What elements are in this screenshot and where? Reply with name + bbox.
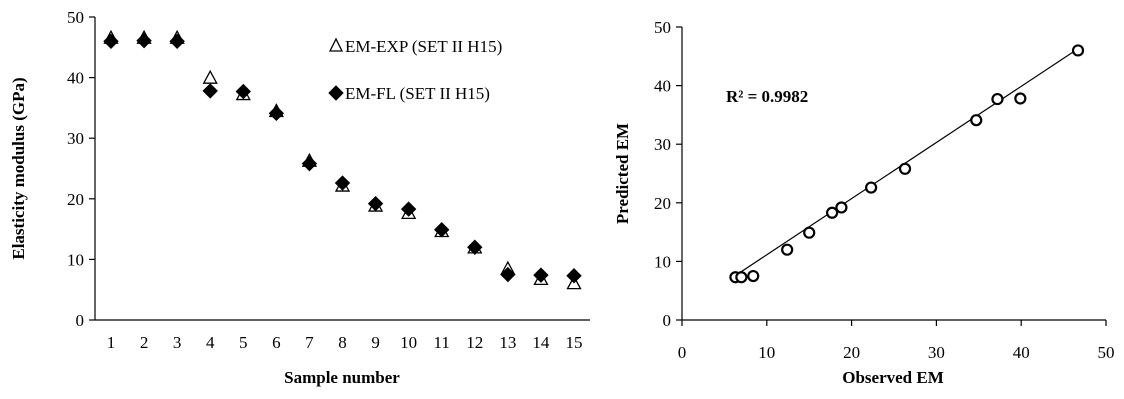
left-x-tick-label: 11 (434, 333, 450, 352)
left-x-tick-label: 6 (272, 333, 281, 352)
data-point-fl (169, 33, 185, 49)
data-point-fl (367, 195, 384, 212)
data-point-observed-predicted (1071, 44, 1085, 57)
data-point-observed-predicted (747, 269, 760, 283)
left-x-tick-label: 14 (532, 333, 550, 352)
legend-marker-fl (328, 85, 344, 101)
right-x-tick-label: 0 (678, 343, 687, 362)
right-y-tick-label: 30 (654, 135, 671, 154)
data-point-fl (467, 239, 483, 255)
right-y-tick-label: 10 (654, 252, 671, 271)
left-x-tick-label: 9 (371, 333, 380, 352)
right-x-tick-label: 40 (1013, 343, 1030, 362)
right-y-tick-label: 0 (663, 311, 672, 330)
left-y-tick-label: 50 (67, 8, 84, 27)
left-x-tick-label: 5 (239, 333, 248, 352)
data-point-fl (400, 201, 417, 217)
left-y-axis-label: Elasticity modulus (GPa) (9, 77, 28, 259)
right-x-axis-label: Observed EM (842, 368, 944, 387)
data-point-observed-predicted (781, 243, 794, 256)
data-point-exp (202, 69, 218, 84)
data-point-fl (500, 266, 516, 283)
data-point-fl (103, 33, 119, 49)
right-x-tick-label: 10 (758, 343, 775, 362)
legend-label-fl: EM-FL (SET II H15) (345, 84, 490, 103)
legend: EM-EXP (SET II H15) EM-FL (SET II H15) (328, 37, 502, 103)
left-x-tick-label: 8 (338, 333, 347, 352)
right-y-axis-label: Predicted EM (613, 123, 632, 224)
r-squared-annotation: R² = 0.9982 (726, 87, 808, 106)
left-x-tick-label: 4 (206, 333, 215, 352)
right-y-tick-label: 40 (654, 77, 671, 96)
right-y-tick-label: 20 (654, 194, 671, 213)
left-y-tick-label: 30 (67, 129, 84, 148)
right-x-tick-label: 30 (928, 343, 945, 362)
left-x-tick-label: 12 (466, 333, 483, 352)
right-y-tick-label: 50 (654, 18, 671, 37)
data-point-fl (136, 32, 152, 49)
left-x-tick-label: 2 (140, 333, 149, 352)
left-y-tick-label: 20 (67, 190, 84, 209)
legend-marker-exp (328, 37, 344, 52)
data-point-fl (301, 155, 318, 172)
left-x-tick-label: 1 (107, 333, 116, 352)
data-point-fl (235, 83, 251, 100)
data-point-observed-predicted (803, 226, 816, 239)
data-point-fl (202, 83, 218, 99)
left-y-tick-label: 40 (67, 69, 84, 88)
left-x-tick-label: 10 (400, 333, 417, 352)
data-point-fl (434, 221, 450, 238)
left-y-tick-label: 0 (76, 311, 85, 330)
data-point-fl (334, 175, 351, 191)
data-point-observed-predicted (898, 162, 912, 175)
left-y-tick-label: 10 (67, 250, 84, 269)
right-chart: 0 10 20 30 40 50 0 10 20 30 40 50 R² = 0.9982 Pred… (613, 18, 1115, 387)
data-point-observed-predicted (865, 181, 878, 194)
left-x-tick-label: 7 (305, 333, 314, 352)
legend-label-exp: EM-EXP (SET II H15) (345, 37, 502, 56)
data-point-observed-predicted (991, 92, 1004, 106)
data-point-observed-predicted (1014, 92, 1027, 105)
data-point-fl (566, 268, 582, 284)
left-x-tick-label: 13 (499, 333, 516, 352)
left-x-tick-label: 3 (173, 333, 182, 352)
data-point-fl (533, 267, 549, 283)
right-x-tick-label: 20 (843, 343, 860, 362)
data-point-observed-predicted (825, 206, 839, 219)
right-x-tick-label: 50 (1098, 343, 1115, 362)
data-point-observed-predicted (835, 201, 848, 214)
left-x-axis-label: Sample number (284, 368, 400, 387)
data-point-fl (268, 105, 285, 122)
data-point-observed-predicted (970, 114, 983, 127)
data-point-observed-predicted (735, 271, 748, 284)
left-x-tick-label: 15 (566, 333, 583, 352)
